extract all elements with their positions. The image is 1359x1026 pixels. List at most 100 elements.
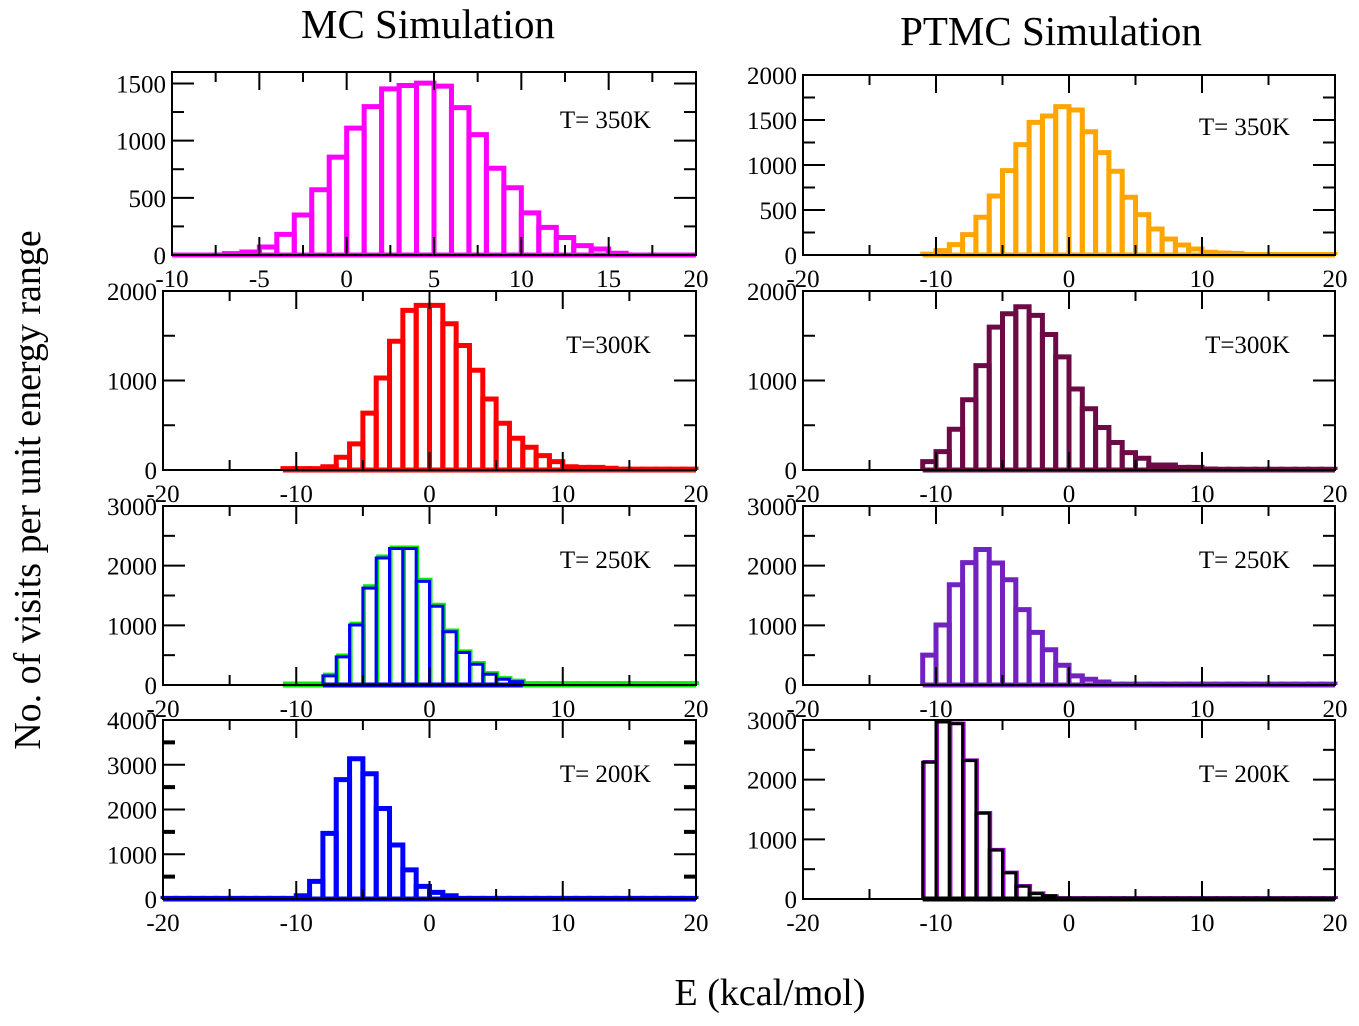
- histogram-bar: [536, 224, 559, 255]
- x-tick-label: 0: [1063, 696, 1076, 723]
- x-tick-label: -10: [919, 910, 952, 937]
- column-title-mc: MC Simulation: [301, 1, 555, 47]
- series-mc-250-1: [321, 547, 525, 688]
- y-tick-label: 1000: [116, 129, 166, 156]
- x-tick-label: 0: [1063, 266, 1076, 293]
- x-tick-label: 15: [596, 266, 621, 293]
- histogram-bar: [326, 154, 350, 255]
- x-tick-label: -10: [280, 696, 313, 723]
- y-tick-label: 1500: [116, 71, 166, 98]
- x-tick-label: 20: [684, 481, 709, 508]
- x-tick-label: 0: [423, 696, 436, 723]
- y-tick-label: 0: [785, 243, 798, 270]
- temperature-label: T= 350K: [1199, 114, 1290, 141]
- temperature-label: T= 350K: [560, 107, 651, 134]
- x-tick-label: -10: [919, 696, 952, 723]
- x-tick-label: -10: [155, 266, 188, 293]
- x-tick-label: 0: [340, 266, 353, 293]
- panel-ptmc-350: -20 -10 0 10 20 0 500 1000 1500 2000 T= 350K: [747, 63, 1348, 293]
- histogram-bar: [344, 125, 367, 255]
- histogram-bar: [379, 86, 402, 255]
- x-axis-label: E (kcal/mol): [675, 972, 866, 1014]
- x-tick-label: 20: [684, 910, 709, 937]
- y-tick-label: 1000: [747, 827, 797, 854]
- y-tick-label: 2000: [747, 279, 797, 306]
- y-tick-label: 4000: [107, 708, 157, 735]
- histogram-bar: [431, 83, 454, 255]
- x-tick-label: 20: [1323, 481, 1348, 508]
- panel-mc-250: -20 -10 0 10 20 0 1000 2000 3000 T= 250K: [107, 494, 709, 723]
- y-tick-label: 0: [145, 673, 158, 700]
- x-tick-label: 10: [1190, 266, 1215, 293]
- x-tick-label: 0: [423, 910, 436, 937]
- y-tick-label: 1000: [747, 153, 797, 180]
- x-tick-label: 10: [1190, 481, 1215, 508]
- temperature-label: T=300K: [566, 332, 651, 359]
- y-tick-label: 2000: [107, 279, 157, 306]
- x-tick-label: -10: [280, 910, 313, 937]
- x-tick-label: 0: [423, 481, 436, 508]
- plot-frame: [162, 719, 697, 900]
- x-tick-label: -20: [786, 266, 819, 293]
- y-tick-label: 3000: [747, 494, 797, 521]
- y-tick-label: 0: [785, 673, 798, 700]
- x-tick-label: 20: [1323, 910, 1348, 937]
- x-tick-label: 10: [1190, 910, 1215, 937]
- temperature-label: T= 200K: [1199, 761, 1290, 788]
- histogram-bar: [274, 231, 297, 255]
- histogram-bar: [448, 105, 472, 255]
- y-tick-label: 0: [154, 243, 167, 270]
- histogram-bar: [483, 165, 507, 255]
- histogram-bar: [466, 132, 489, 255]
- x-tick-label: -10: [919, 266, 952, 293]
- x-tick-label: -10: [919, 481, 952, 508]
- y-axis-label: No. of visits per unit energy range: [7, 230, 49, 750]
- series-ptmc-200-1: [921, 720, 1337, 902]
- series-ptmc-200-0: [922, 719, 1338, 902]
- y-tick-label: 3000: [747, 708, 797, 735]
- y-tick-label: 2000: [107, 798, 157, 825]
- x-tick-label: -20: [146, 910, 179, 937]
- y-tick-label: 0: [145, 887, 158, 914]
- histogram-bar: [361, 104, 385, 255]
- x-tick-label: 20: [684, 266, 709, 293]
- y-tick-label: 2000: [107, 554, 157, 581]
- y-tick-label: 2000: [747, 768, 797, 795]
- temperature-label: T= 200K: [560, 761, 651, 788]
- x-tick-label: -20: [146, 481, 179, 508]
- series-mc-300-0: [280, 302, 699, 473]
- y-tick-label: 2000: [747, 554, 797, 581]
- x-tick-label: 0: [1063, 910, 1076, 937]
- histogram-bar: [396, 82, 420, 255]
- x-tick-label: 20: [1323, 696, 1348, 723]
- x-tick-label: 5: [428, 266, 441, 293]
- x-tick-label: -20: [786, 696, 819, 723]
- plot-frame: [802, 719, 1336, 900]
- histogram-bar: [309, 187, 332, 255]
- temperature-label: T= 250K: [560, 547, 651, 574]
- x-tick-label: 20: [1323, 266, 1348, 293]
- x-tick-label: -20: [786, 910, 819, 937]
- panel-mc-200: -20 -10 0 10 20 0 1000 2000 3000 4000 T= 200K: [107, 708, 709, 937]
- panel-ptmc-250: -20 -10 0 10 20 0 1000 2000 3000 T= 250K: [747, 494, 1348, 723]
- histogram-bar: [414, 80, 437, 255]
- panel-ptmc-300: -20 -10 0 10 20 0 1000 2000 T=300K: [747, 279, 1348, 508]
- y-tick-label: 500: [760, 198, 798, 225]
- y-tick-label: 3000: [107, 753, 157, 780]
- histogram-bar: [518, 210, 542, 255]
- y-tick-label: 0: [785, 458, 798, 485]
- y-tick-label: 0: [145, 458, 158, 485]
- temperature-label: T=300K: [1205, 332, 1290, 359]
- x-tick-label: 10: [550, 910, 575, 937]
- y-tick-label: 1000: [747, 369, 797, 396]
- temperature-label: T= 250K: [1199, 547, 1290, 574]
- y-tick-label: 1000: [107, 369, 157, 396]
- x-tick-label: 10: [550, 696, 575, 723]
- x-tick-label: -20: [146, 696, 179, 723]
- panel-ptmc-200: -20 -10 0 10 20 0 1000 2000 3000 T= 200K: [747, 708, 1348, 937]
- y-tick-label: 1000: [747, 613, 797, 640]
- y-tick-label: 3000: [107, 494, 157, 521]
- x-tick-label: 20: [684, 696, 709, 723]
- x-tick-label: 10: [509, 266, 534, 293]
